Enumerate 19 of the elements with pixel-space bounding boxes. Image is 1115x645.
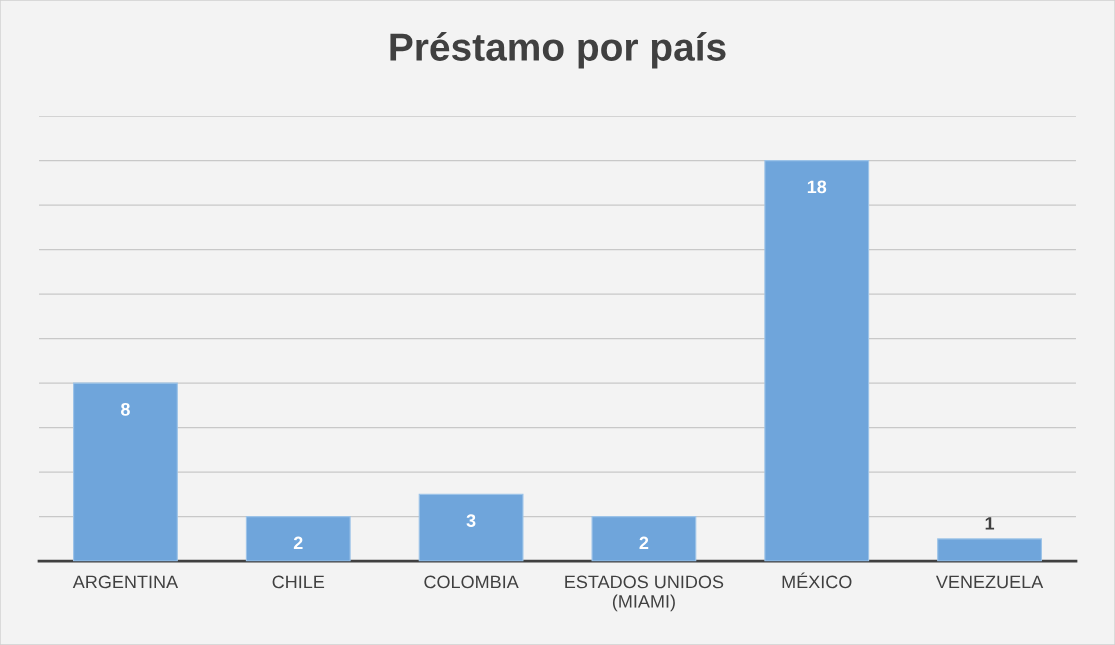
bar — [418, 493, 524, 562]
x-tick-label: CHILE — [272, 575, 325, 589]
x-tick-label: ESTADOS UNIDOS (MIAMI) — [565, 575, 724, 612]
bar — [73, 382, 178, 562]
x-tick-label: VENEZUELA — [935, 575, 1044, 589]
data-label: 3 — [466, 514, 476, 528]
chart-title: Préstamo por país — [390, 32, 726, 69]
bar — [764, 160, 870, 562]
data-label: 2 — [639, 536, 649, 550]
data-label: 8 — [120, 402, 130, 416]
data-label: 18 — [807, 180, 827, 194]
x-tick-label: MÉXICO — [782, 572, 852, 589]
x-tick-label: COLOMBIA — [424, 575, 519, 589]
data-label: 2 — [293, 536, 303, 550]
bar — [937, 538, 1042, 562]
bar — [591, 516, 697, 562]
bar — [245, 516, 351, 562]
x-tick-label: ARGENTINA — [72, 575, 179, 589]
data-label: 1 — [985, 517, 995, 530]
